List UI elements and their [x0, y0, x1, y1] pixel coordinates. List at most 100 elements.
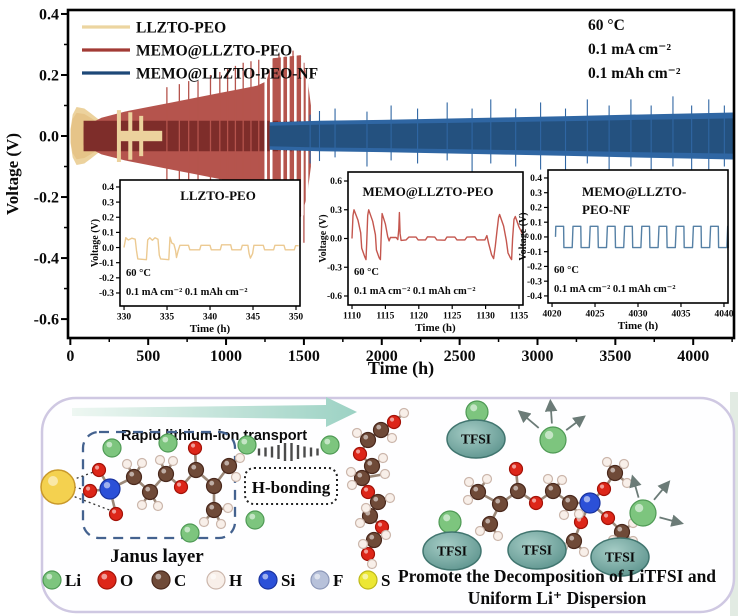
li-ion-icon — [237, 435, 257, 455]
sphere-highlight — [495, 498, 501, 504]
o-atom-icon — [386, 414, 402, 430]
tfsi-label: TFSI — [461, 432, 491, 447]
sphere-highlight — [513, 485, 519, 491]
y-tick-label: -0.2 — [527, 263, 542, 273]
y-tick-label: -0.3 — [527, 277, 542, 287]
li-ion-icon — [158, 433, 178, 453]
sphere-highlight — [377, 522, 383, 527]
x-tick-label: 4030 — [629, 310, 648, 320]
sphere-highlight — [176, 482, 182, 487]
legend-atom-o-icon — [97, 570, 117, 590]
chart-inset-llzto-peo: 330 335 340 345 350 0.4 0.3 0.2 0.1 0.0 -0.1 -0.2 -0… — [90, 179, 303, 335]
inset-x-axis-label: Time (h) — [190, 323, 231, 335]
sphere-highlight — [161, 468, 167, 474]
legend-atom-s-icon — [358, 570, 378, 590]
sphere-highlight — [599, 484, 605, 489]
caption-line-2: Uniform Li⁺ Dispersion — [468, 588, 647, 608]
h-atom-icon — [136, 457, 148, 469]
inset-memo-llzto-peo-nf-plot-area — [548, 170, 728, 303]
sphere-highlight — [634, 503, 644, 513]
li-ion-icon — [629, 499, 657, 527]
sphere-highlight — [190, 443, 196, 448]
sphere-highlight — [145, 486, 151, 492]
si-atom-icon — [579, 492, 601, 514]
o-atom-icon — [82, 483, 98, 499]
series-memo-llzto-peo — [351, 209, 523, 261]
legend-atom-label-o: O — [120, 571, 133, 590]
h-atom-icon — [384, 492, 396, 504]
tfsi-anion-icon — [507, 530, 567, 570]
conditions-text: 60 °C — [126, 268, 151, 279]
o-atom-icon — [91, 462, 107, 478]
y-tick-label: 0.1 — [102, 229, 114, 239]
legend-atom-li-icon — [42, 570, 62, 590]
si-atom-icon — [99, 478, 121, 500]
y-tick-label: -0.1 — [527, 248, 542, 258]
inset-x-axis-label: Time (h) — [415, 322, 456, 334]
sphere-highlight — [48, 476, 58, 486]
sphere-highlight — [46, 573, 53, 580]
h-atom-icon — [215, 518, 227, 530]
sphere-highlight — [565, 497, 571, 503]
li-ion-icon — [245, 510, 265, 530]
y-tick-label: 0.1 — [530, 218, 542, 228]
h-atom-icon — [386, 432, 398, 444]
c-atom-icon — [205, 477, 223, 495]
x-tick-label: 2000 — [366, 348, 398, 365]
y-tick-label: 0.4 — [102, 183, 114, 193]
li-ion-icon — [180, 523, 200, 543]
c-atom-icon — [369, 493, 387, 511]
c-atom-icon — [491, 495, 509, 513]
o-atom-icon — [352, 446, 368, 462]
o-atom-icon — [360, 546, 376, 562]
sphere-highlight — [389, 417, 395, 422]
sphere-highlight — [610, 467, 616, 473]
y-tick-label: 0.0 — [102, 244, 114, 254]
conditions-text: 0.1 mA cm⁻² — [588, 41, 671, 58]
x-tick-label: 345 — [246, 313, 261, 323]
tfsi-label: TFSI — [437, 544, 467, 559]
h-bonding-label: H-bonding — [252, 478, 331, 497]
y-tick-label: 0.4 — [530, 174, 542, 184]
h-atom-icon — [578, 546, 590, 558]
o-atom-icon — [187, 440, 203, 456]
dispersion-arrow-icon — [565, 415, 586, 431]
legend-atom-label-c: C — [174, 571, 186, 590]
legend-atom-label-s: S — [381, 571, 390, 590]
tfsi-label: TFSI — [605, 550, 635, 565]
y-tick-label: 0.3 — [330, 206, 342, 216]
h-atom-icon — [366, 558, 378, 570]
h-atom-icon — [398, 407, 410, 419]
inset-y-axis-label: Voltage (V) — [518, 212, 529, 260]
legend-atom-label-f: F — [333, 571, 343, 590]
h-atom-icon — [152, 500, 164, 512]
h-atom-icon — [222, 502, 234, 514]
sphere-highlight — [443, 514, 451, 522]
dispersion-arrow-icon — [653, 480, 671, 501]
h-atom-icon — [618, 458, 630, 470]
strip — [117, 130, 163, 142]
caption-line-1: Promote the Decomposition of LiTFSI and — [398, 566, 716, 586]
cycling-voltage-chart: 0 500 1000 1500 2000 2500 3000 3500 4000 0.4 0.2 0.… — [3, 6, 736, 379]
inset-title: MEMO@LLZTO- — [582, 184, 686, 199]
h-atom-icon — [481, 473, 493, 485]
y-tick-label: 0.2 — [530, 204, 542, 214]
x-tick-label: 4035 — [671, 310, 690, 320]
waveform-line — [351, 209, 523, 261]
sphere-highlight — [85, 486, 91, 491]
conditions-text: 0.1 mA cm⁻² 0.1 mAh cm⁻² — [354, 286, 476, 297]
c-atom-icon — [141, 483, 159, 501]
h-atom-icon — [621, 477, 633, 489]
x-tick-label: 0 — [66, 348, 74, 365]
o-atom-icon — [596, 481, 612, 497]
c-atom-icon — [365, 531, 383, 549]
x-tick-label: 4040 — [714, 310, 733, 320]
c-atom-icon — [205, 501, 223, 519]
dispersion-arrow-icon — [659, 514, 684, 527]
x-tick-label: 1000 — [210, 348, 242, 365]
c-atom-icon — [509, 482, 527, 500]
sphere-highlight — [569, 535, 575, 541]
sphere-highlight — [210, 573, 217, 580]
sphere-highlight — [363, 487, 369, 492]
